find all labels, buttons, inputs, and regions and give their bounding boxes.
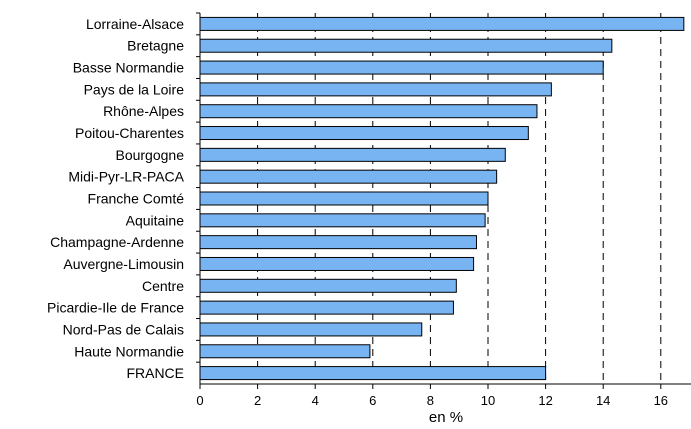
bar-8 [199, 191, 489, 206]
bar-11 [199, 256, 475, 271]
bar-14 [199, 322, 423, 337]
bar-3 [199, 82, 552, 97]
bar-1 [199, 38, 613, 53]
bars [199, 16, 685, 381]
bar-4 [199, 104, 538, 119]
bar-15 [199, 344, 371, 359]
category-label-7: Midi-Pyr-LR-PACA [68, 169, 184, 185]
category-labels: Lorraine-Alsace Bretagne Basse Normandie Pa… [47, 16, 185, 381]
axes [199, 13, 691, 385]
category-label-8: Franche Comté [88, 191, 185, 207]
category-label-0: Lorraine-Alsace [86, 16, 184, 32]
category-label-13: Picardie-Ile de France [47, 300, 184, 316]
category-label-5: Poitou-Charentes [75, 125, 184, 141]
bar-0 [199, 16, 685, 31]
category-label-16: FRANCE [126, 365, 184, 381]
category-label-11: Auvergne-Limousin [63, 256, 184, 272]
x-tick-label-12: 12 [538, 393, 552, 408]
category-label-10: Champagne-Ardenne [50, 234, 184, 250]
category-label-3: Pays de la Loire [84, 81, 185, 97]
bar-5 [199, 126, 529, 141]
category-label-4: Rhône-Alpes [103, 103, 184, 119]
category-label-14: Nord-Pas de Calais [63, 321, 184, 337]
bar-9 [199, 213, 486, 228]
bar-6 [199, 147, 506, 162]
category-label-6: Bourgogne [115, 147, 184, 163]
x-ticks: 0 2 4 6 8 10 12 14 16 [196, 12, 668, 408]
bar-13 [199, 300, 454, 315]
x-axis-title: en % [429, 409, 463, 426]
category-label-1: Bretagne [127, 38, 184, 54]
x-tick-label-14: 14 [596, 393, 610, 408]
x-tick-label-10: 10 [481, 393, 495, 408]
category-label-12: Centre [142, 278, 184, 294]
x-tick-label-2: 2 [254, 393, 261, 408]
x-tick-label-8: 8 [427, 393, 434, 408]
bar-12 [199, 278, 457, 293]
x-tick-label-16: 16 [654, 393, 668, 408]
bar-7 [199, 169, 498, 184]
x-tick-label-0: 0 [196, 393, 203, 408]
bar-16 [199, 366, 547, 381]
category-label-2: Basse Normandie [73, 60, 184, 76]
x-tick-label-4: 4 [312, 393, 319, 408]
category-label-9: Aquitaine [126, 212, 185, 228]
bar-10 [199, 235, 477, 250]
bar-2 [199, 60, 604, 75]
x-tick-label-6: 6 [369, 393, 376, 408]
category-label-15: Haute Normandie [74, 343, 184, 359]
